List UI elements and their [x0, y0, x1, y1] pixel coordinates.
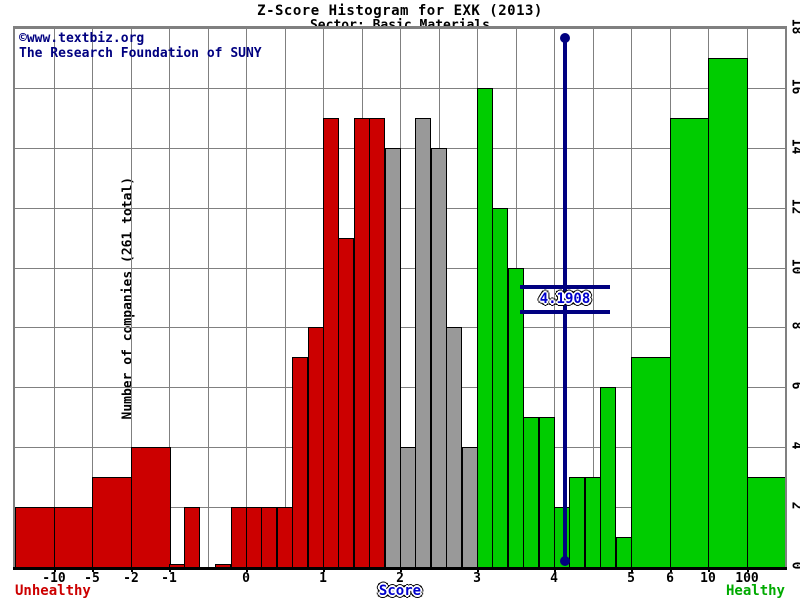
x-tick-mark — [169, 567, 171, 572]
histogram-bar — [415, 118, 431, 567]
histogram-bar — [477, 88, 493, 567]
histogram-bar — [747, 477, 787, 567]
histogram-bar — [616, 537, 632, 567]
x-tick-label: -1 — [161, 571, 177, 586]
x-tick-mark — [400, 567, 402, 572]
histogram-bar — [431, 148, 447, 567]
y-tick-label: 0 — [789, 557, 800, 575]
histogram-bar — [15, 507, 55, 567]
chart-subtitle: Sector: Basic Materials — [0, 18, 800, 33]
y-tick-label: 8 — [789, 317, 800, 335]
histogram-bar — [400, 447, 416, 567]
x-tick-label: 3 — [473, 571, 481, 586]
gridline-vertical — [593, 28, 594, 567]
gridline-vertical — [285, 28, 286, 567]
histogram-bar — [92, 477, 132, 567]
x-axis-label: Score — [378, 583, 422, 599]
x-tick-mark — [131, 567, 133, 572]
histogram-bar — [54, 507, 94, 567]
x-tick-label: -10 — [42, 571, 66, 586]
marker-dot-bottom — [560, 556, 570, 566]
y-tick-label: 16 — [788, 78, 800, 95]
histogram-bar — [354, 118, 370, 567]
y-tick-label: 10 — [788, 258, 800, 275]
x-tick-label: 2 — [396, 571, 404, 586]
gridline-vertical — [131, 28, 132, 567]
gridline-vertical — [246, 28, 247, 567]
x-tick-mark — [54, 567, 56, 572]
unhealthy-label: Unhealthy — [15, 583, 91, 599]
y-tick-label: 12 — [788, 198, 800, 215]
x-tick-mark — [670, 567, 672, 572]
histogram-bar — [292, 357, 308, 567]
histogram-bar — [600, 387, 616, 567]
gridline-vertical — [54, 28, 55, 567]
x-tick-mark — [631, 567, 633, 572]
y-tick-label: 2 — [789, 497, 800, 515]
histogram-bar — [523, 417, 539, 567]
histogram-bar — [631, 357, 671, 567]
histogram-bar — [446, 327, 462, 567]
gridline-vertical — [631, 28, 632, 567]
x-tick-label: 0 — [242, 571, 250, 586]
copyright-line2: The Research Foundation of SUNY — [19, 46, 262, 61]
marker-dot-top — [560, 33, 570, 43]
x-tick-mark — [747, 567, 749, 572]
x-tick-mark — [246, 567, 248, 572]
y-tick-label: 18 — [788, 18, 800, 35]
y-tick-label: 14 — [788, 138, 800, 155]
x-tick-label: -2 — [123, 571, 139, 586]
histogram-bar — [231, 507, 247, 567]
histogram-bar — [670, 118, 710, 567]
histogram-bar — [708, 58, 748, 567]
histogram-bar — [462, 447, 478, 567]
x-tick-label: 5 — [627, 571, 635, 586]
histogram-bar — [569, 477, 585, 567]
healthy-label: Healthy — [725, 583, 785, 599]
histogram-bar — [246, 507, 262, 567]
histogram-bar — [369, 118, 385, 567]
histogram-bar — [277, 507, 293, 567]
plot-border-top — [13, 26, 787, 29]
histogram-bar — [539, 417, 555, 567]
gridline-vertical — [92, 28, 93, 567]
plot-border-right — [785, 28, 787, 567]
copyright-line: ©www.textbiz.org — [19, 31, 145, 46]
x-tick-mark — [708, 567, 710, 572]
histogram-bar — [215, 564, 231, 567]
histogram-bar — [492, 208, 508, 567]
marker-value-label: 4.1908 — [539, 291, 591, 307]
marker-whisker-top — [520, 285, 610, 289]
x-tick-mark — [92, 567, 94, 572]
gridline-vertical — [208, 28, 209, 567]
x-tick-label: 1 — [319, 571, 327, 586]
histogram-bar — [261, 507, 277, 567]
x-tick-label: 4 — [550, 571, 558, 586]
marker-whisker-bottom — [520, 310, 610, 314]
plot-border-left — [13, 28, 15, 567]
gridline-vertical — [554, 28, 555, 567]
chart-title: Z-Score Histogram for EXK (2013) — [257, 3, 543, 19]
histogram-bar — [385, 148, 401, 567]
x-tick-label: 10 — [700, 571, 716, 586]
histogram-bar — [585, 477, 601, 567]
gridline-vertical — [169, 28, 170, 567]
x-tick-mark — [554, 567, 556, 572]
y-tick-label: 4 — [789, 437, 800, 455]
x-tick-label: 100 — [735, 571, 759, 586]
x-tick-label: -5 — [84, 571, 100, 586]
histogram-bar — [308, 327, 324, 567]
x-tick-label: 6 — [666, 571, 674, 586]
histogram-bar — [131, 447, 171, 567]
x-tick-mark — [477, 567, 479, 572]
histogram-bar — [323, 118, 339, 567]
x-tick-mark — [323, 567, 325, 572]
marker-line — [563, 38, 567, 562]
histogram-bar — [184, 507, 200, 567]
histogram-bar — [338, 238, 354, 567]
y-tick-label: 6 — [789, 377, 800, 395]
